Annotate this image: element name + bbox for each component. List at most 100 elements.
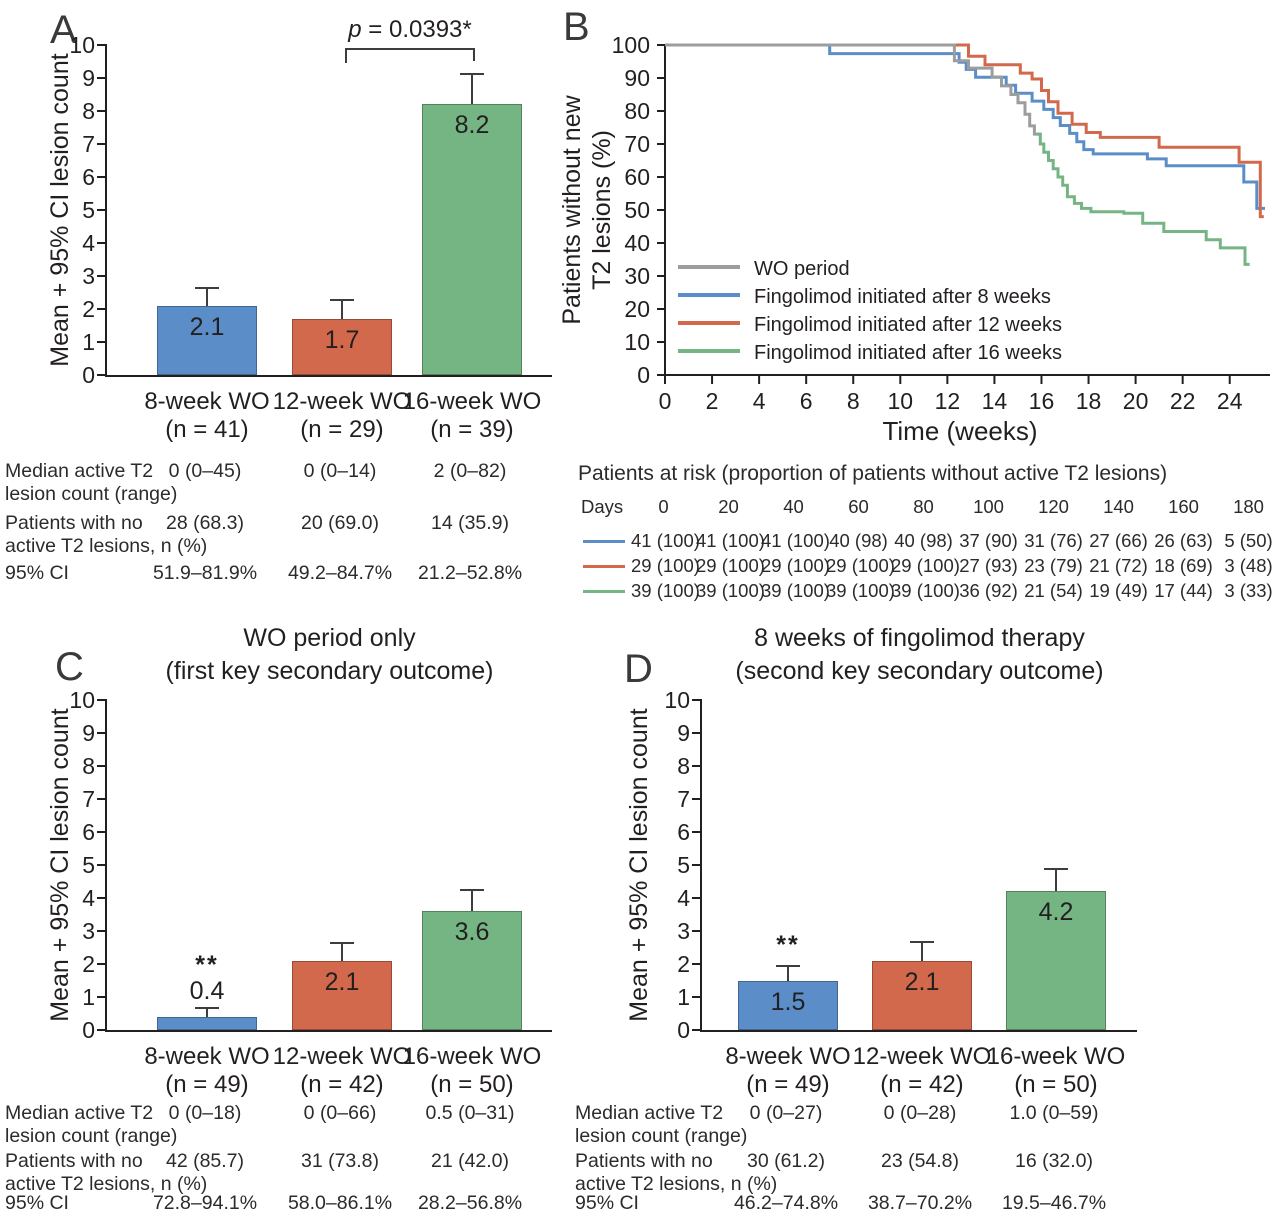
at-risk-value: 39 (100) (826, 580, 895, 601)
error-bar-stem (206, 1008, 208, 1017)
category-label-line: (n = 39) (430, 416, 514, 443)
y-axis-tick-label: 7 (82, 786, 95, 812)
panel-title-line: 8 weeks of fingolimod therapy (754, 624, 1085, 652)
error-bar-cap (195, 287, 219, 290)
day-column-header: 180 (1233, 496, 1264, 517)
y-axis-title-line2: T2 lesions (%) (588, 130, 616, 290)
x-tick-label: 2 (706, 388, 719, 414)
stats-row-label: Patients with no active T2 lesions, n (%) (5, 1150, 207, 1195)
y-axis-tick-mark (97, 699, 107, 701)
y-axis-tick-mark (97, 176, 107, 178)
at-risk-value: 41 (100) (631, 530, 700, 551)
category-label-line: 16-week WO (402, 388, 542, 415)
stats-value: 0 (0–28) (883, 1102, 957, 1124)
stats-row-label-line: Median active T2 (575, 1102, 724, 1124)
at-risk-value: 29 (100) (891, 555, 960, 576)
x-category-label: 12-week WO (n = 29) (237, 388, 447, 444)
y-axis-tick-mark (97, 897, 107, 899)
y-tick-label: 100 (612, 32, 650, 58)
category-label-line: (n = 49) (165, 1071, 249, 1098)
at-risk-value: 39 (100) (631, 580, 700, 601)
stats-value: 1.0 (0–59) (1009, 1102, 1099, 1124)
category-label-line: (n = 41) (165, 416, 249, 443)
legend-label: Fingolimod initiated after 12 weeks (754, 314, 1062, 336)
at-risk-value: 41 (100) (761, 530, 830, 551)
bar-value-label: 1.7 (324, 325, 360, 354)
stats-row-label-line: Patients with no (5, 512, 143, 534)
at-risk-value: 17 (44) (1154, 580, 1213, 601)
y-axis-tick-label: 1 (677, 984, 690, 1010)
y-axis-tick-label: 1 (82, 329, 95, 355)
y-axis-tick-label: 0 (82, 362, 95, 388)
stats-value: 0 (0–14) (303, 460, 377, 482)
stats-value: 28.2–56.8% (417, 1192, 523, 1209)
at-risk-value: 37 (90) (959, 530, 1018, 551)
stats-row-label: Median active T2 lesion count (range) (5, 1102, 177, 1147)
stats-value: 31 (73.8) (300, 1150, 380, 1172)
at-risk-value: 40 (98) (829, 530, 888, 551)
panel-title: WO period only (first key secondary outco… (40, 622, 620, 688)
x-tick-label: 22 (1170, 388, 1196, 414)
y-axis-tick-label: 5 (82, 197, 95, 223)
stats-value: 28 (68.3) (165, 512, 245, 534)
stats-value: 16 (32.0) (1014, 1150, 1094, 1172)
y-tick-label: 70 (624, 131, 650, 157)
at-risk-value: 29 (100) (826, 555, 895, 576)
stats-row-label-line: lesion count (range) (5, 1124, 178, 1147)
km-series-gray (665, 43, 1041, 136)
bar (422, 104, 522, 375)
y-axis-tick-mark (692, 864, 702, 866)
km-series-green (1036, 132, 1250, 266)
stats-row-label: 95% CI (575, 1192, 639, 1209)
at-risk-value: 29 (100) (761, 555, 830, 576)
stats-table-row: 95% CI 46.2–74.8% 38.7–70.2% 19.5–46.7% (575, 1192, 1135, 1209)
y-axis-tick-label: 8 (82, 753, 95, 779)
stats-row-label-line: 95% CI (575, 1192, 639, 1209)
y-axis-tick-mark (97, 963, 107, 965)
stats-row-label-line: lesion count (range) (575, 1124, 748, 1147)
category-label-line: (n = 42) (300, 1071, 384, 1098)
x-category-label: 16-week WO (n = 50) (367, 1043, 577, 1099)
bar (157, 1016, 257, 1030)
at-risk-value: 21 (72) (1089, 555, 1148, 576)
at-risk-value: 3 (33) (1224, 580, 1273, 601)
at-risk-value: 23 (79) (1024, 555, 1083, 576)
y-axis-tick-mark (97, 110, 107, 112)
y-axis-tick-label: 4 (82, 230, 95, 256)
stats-row-label: Patients with no active T2 lesions, n (%) (575, 1150, 777, 1195)
at-risk-swatch-red (583, 564, 625, 568)
category-label-line: 8-week WO (144, 1043, 270, 1070)
error-bar-stem (787, 967, 789, 981)
y-axis-tick-mark (692, 699, 702, 701)
stats-table-panel-d: Median active T2 lesion count (range) 0 (0… (575, 1102, 1135, 1209)
bar-value-label: 3.6 (454, 918, 490, 947)
at-risk-value: 36 (92) (959, 580, 1018, 601)
y-axis-tick-mark (692, 963, 702, 965)
y-axis-tick-label: 5 (82, 852, 95, 878)
significance-bracket-tick (345, 48, 347, 63)
y-axis-tick-mark (97, 275, 107, 277)
stats-value: 46.2–74.8% (733, 1192, 839, 1209)
y-axis-tick-mark (97, 765, 107, 767)
panel-c-label: C (55, 645, 84, 689)
y-axis-tick-label: 6 (677, 819, 690, 845)
y-axis-tick-mark (692, 1029, 702, 1031)
stats-table-row: Median active T2 lesion count (range) 0 (0… (5, 1102, 560, 1150)
y-axis-tick-mark (692, 930, 702, 932)
x-tick-label: 8 (847, 388, 860, 414)
y-axis-tick-mark (97, 1029, 107, 1031)
stats-table-panel-c: Median active T2 lesion count (range) 0 (0… (5, 1102, 560, 1209)
bar-value-label: 2.1 (324, 967, 360, 996)
y-axis-tick-mark (97, 732, 107, 734)
error-bar-stem (206, 289, 208, 306)
category-label-line: (n = 49) (746, 1071, 830, 1098)
y-axis-tick-label: 0 (677, 1017, 690, 1043)
p-value-label: p = 0.0393* (348, 16, 472, 43)
days-header: Days (581, 496, 624, 517)
bar (1006, 891, 1106, 1030)
day-column-header: 60 (848, 496, 869, 517)
stats-row-label: Patients with no active T2 lesions, n (%) (5, 512, 207, 557)
bar (738, 980, 838, 1030)
at-risk-value: 41 (100) (696, 530, 765, 551)
y-axis-tick-label: 3 (677, 918, 690, 944)
